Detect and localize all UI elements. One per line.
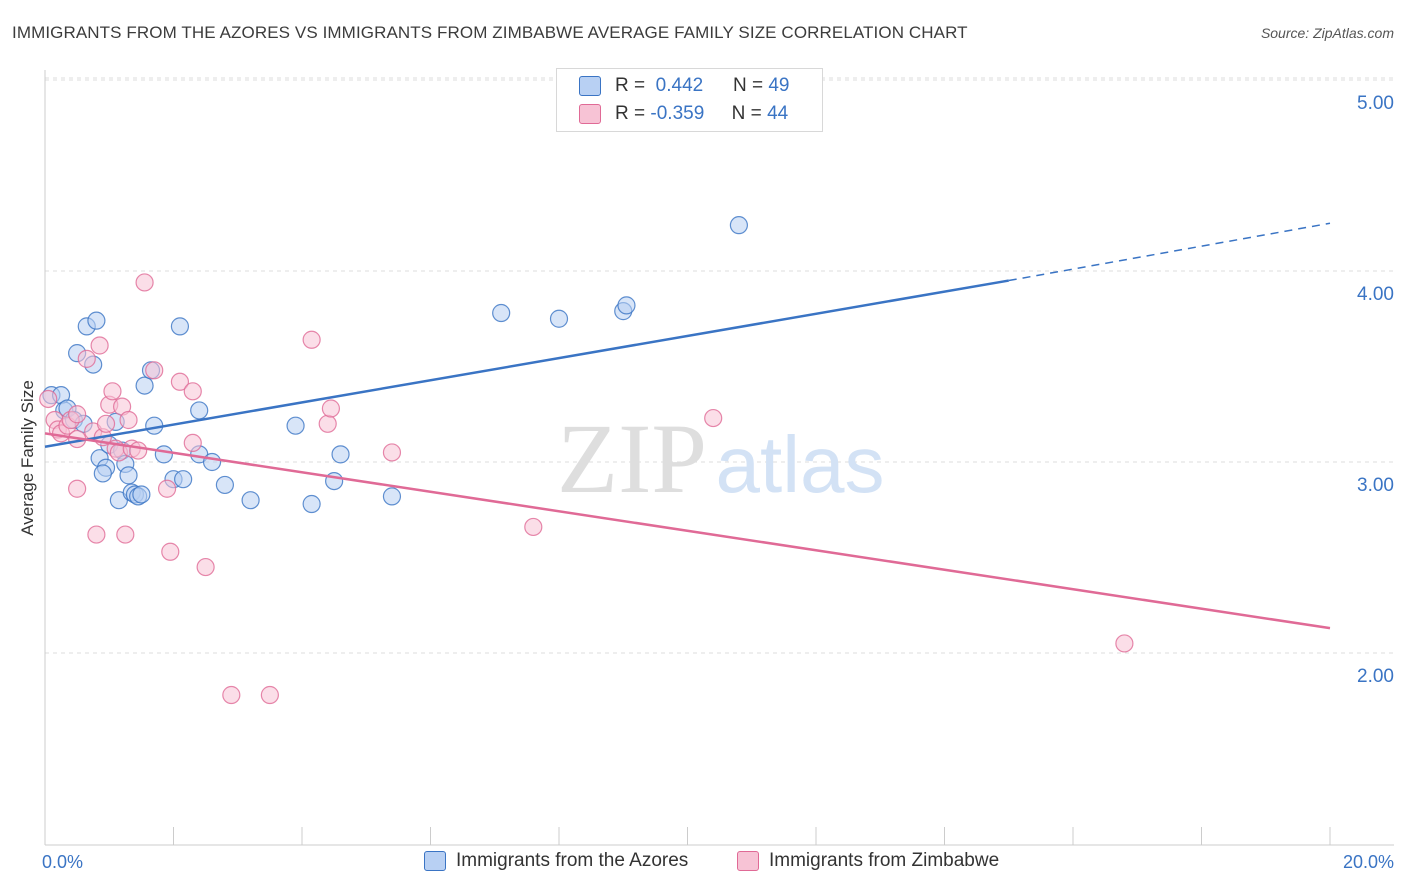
- point-azores: [549, 309, 569, 328]
- point-zimbabwe: [196, 557, 215, 577]
- chart-title: IMMIGRANTS FROM THE AZORES VS IMMIGRANTS…: [12, 23, 968, 42]
- legend-n-label: N =: [732, 75, 764, 96]
- legend-r-label: R =: [615, 103, 646, 124]
- point-zimbabwe: [524, 517, 543, 537]
- point-zimbabwe: [87, 525, 106, 544]
- point-azores: [202, 452, 222, 472]
- point-zimbabwe: [68, 479, 87, 498]
- legend-r-value: -0.359: [650, 103, 705, 124]
- point-zimbabwe: [260, 685, 279, 705]
- bottom-legend-swatch-azores: [424, 851, 446, 871]
- point-azores: [174, 470, 193, 489]
- watermark-atlas: atlas: [716, 420, 885, 509]
- bottom-legend-azores: Immigrants from the Azores: [424, 850, 688, 872]
- legend-row-azores: R = 0.442 N = 49: [579, 73, 789, 99]
- point-zimbabwe: [77, 349, 96, 368]
- bottom-legend-label-zimbabwe: Immigrants from Zimbabwe: [769, 850, 1000, 871]
- bottom-legend-label-azores: Immigrants from the Azores: [456, 850, 689, 871]
- trend-line-zimbabwe: [44, 432, 1331, 630]
- bottom-legend-zimbabwe: Immigrants from Zimbabwe: [737, 850, 999, 872]
- y-tick-label: 2.00: [1357, 666, 1394, 687]
- x-tick-label: 20.0%: [1342, 852, 1394, 872]
- point-azores: [729, 216, 749, 235]
- point-zimbabwe: [183, 382, 202, 401]
- point-azores: [215, 475, 234, 495]
- legend-swatch-zimbabwe: [579, 104, 601, 124]
- point-zimbabwe: [170, 372, 190, 391]
- point-zimbabwe: [382, 443, 402, 462]
- point-zimbabwe: [321, 399, 341, 418]
- y-tick-label: 4.00: [1357, 284, 1394, 305]
- source-label: Source: ZipAtlas.com: [1260, 25, 1394, 41]
- point-azores: [170, 317, 190, 336]
- point-azores: [154, 445, 173, 464]
- watermark-zip: ZIP: [557, 403, 707, 514]
- point-zimbabwe: [119, 410, 138, 430]
- trend-line-azores-projection: [1008, 222, 1331, 282]
- point-azores: [190, 401, 209, 420]
- legend-r-value: 0.442: [655, 75, 704, 96]
- legend-n-label: N =: [731, 103, 762, 124]
- grid-lines: [45, 77, 1394, 654]
- legend-row-zimbabwe: R = -0.359 N = 44: [579, 101, 788, 127]
- point-zimbabwe: [145, 361, 164, 380]
- point-zimbabwe: [1115, 634, 1134, 653]
- legend-swatch-azores: [579, 76, 601, 96]
- point-azores: [87, 311, 106, 330]
- point-zimbabwe: [90, 336, 109, 355]
- point-zimbabwe: [129, 441, 148, 460]
- point-azores: [331, 445, 350, 464]
- correlation-legend: R = 0.442 N = 49 R = -0.359 N = 44: [556, 68, 823, 132]
- point-zimbabwe: [318, 414, 337, 433]
- point-zimbabwe: [96, 414, 116, 433]
- point-azores: [119, 466, 138, 485]
- series-zimbabwe-points: [39, 273, 1134, 705]
- point-zimbabwe: [704, 408, 723, 428]
- trend-lines: [44, 222, 1331, 630]
- watermark: ZIP atlas: [557, 403, 884, 514]
- y-tick-label: 5.00: [1357, 93, 1394, 114]
- point-zimbabwe: [103, 382, 122, 401]
- point-azores: [135, 376, 154, 395]
- point-zimbabwe: [161, 542, 180, 561]
- point-azores: [241, 491, 260, 510]
- point-zimbabwe: [157, 479, 177, 498]
- point-azores: [302, 494, 321, 514]
- point-zimbabwe: [222, 685, 241, 705]
- point-zimbabwe: [68, 405, 87, 424]
- point-azores: [617, 296, 636, 315]
- point-zimbabwe: [135, 273, 154, 292]
- y-tick-label: 3.00: [1357, 475, 1394, 496]
- y-axis-label: Average Family Size: [18, 380, 37, 536]
- legend-n-value: 44: [767, 103, 789, 124]
- point-azores: [286, 416, 305, 435]
- legend-n-value: 49: [768, 75, 790, 96]
- legend-r-label: R =: [615, 75, 646, 96]
- point-azores: [132, 485, 151, 504]
- point-zimbabwe: [39, 389, 58, 409]
- x-tick-label: 0.0%: [42, 852, 84, 872]
- point-zimbabwe: [116, 525, 135, 544]
- trend-line-azores: [44, 279, 1009, 448]
- point-azores: [382, 487, 402, 506]
- point-azores: [492, 303, 511, 323]
- axes: [44, 70, 1394, 846]
- point-azores: [93, 464, 112, 483]
- point-zimbabwe: [183, 433, 202, 452]
- bottom-legend-swatch-zimbabwe: [737, 851, 759, 871]
- point-zimbabwe: [302, 330, 321, 349]
